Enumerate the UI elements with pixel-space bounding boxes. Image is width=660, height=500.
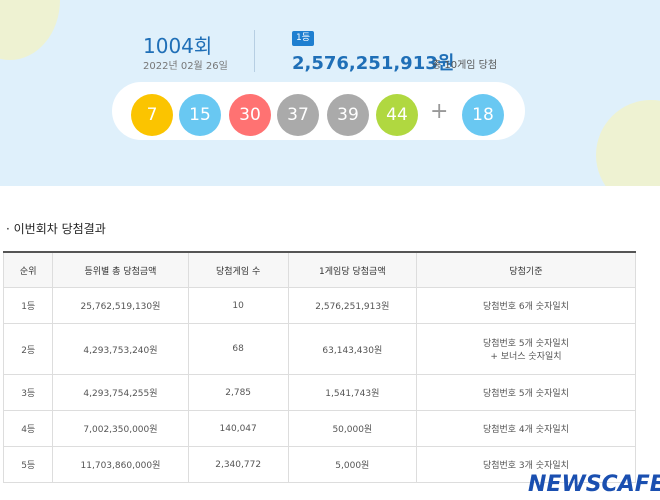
- ball: 39: [327, 94, 369, 136]
- cell-rank: 5등: [2, 446, 54, 483]
- prize: 2,576,251,913원: [292, 53, 455, 74]
- decoration: [0, 0, 60, 60]
- cell-criteria: 당첨번호 5개 숫자일치 + 보너스 숫자일치: [415, 323, 637, 375]
- round: 1004회: [143, 34, 213, 58]
- cell-total: 11,703,860,000원: [52, 446, 189, 483]
- criteria-line: 당첨번호 6개 숫자일치: [482, 302, 569, 312]
- rank-badge: 1등: [292, 31, 314, 46]
- cell-count: 2,785: [187, 374, 289, 411]
- column-header: 당첨게임 수: [187, 251, 289, 288]
- cell-criteria: 당첨번호 6개 숫자일치: [415, 287, 637, 324]
- column-header: 1게임당 당첨금액: [287, 251, 417, 288]
- divider: [254, 30, 255, 72]
- cell-rank: 2등: [2, 323, 54, 375]
- results-table: 순위 등위별 총 당첨금액 당첨게임 수 1게임당 당첨금액 당첨기준 1등 25,762…: [2, 251, 637, 483]
- cell-count: 68: [187, 323, 289, 375]
- cell-total: 4,293,753,240원: [52, 323, 189, 375]
- cell-count: 2,340,772: [187, 446, 289, 483]
- cell-per-game: 50,000원: [287, 410, 417, 447]
- plus: +: [430, 99, 449, 124]
- column-header: 당첨기준: [415, 251, 637, 288]
- table-row: 5등 11,703,860,000원 2,340,772 5,000원 당첨번호 3개 …: [2, 446, 637, 483]
- cell-per-game: 2,576,251,913원: [287, 287, 417, 324]
- cell-criteria: 당첨번호 3개 숫자일치: [415, 446, 637, 483]
- bonus-ball: 18: [462, 94, 504, 136]
- cell-total: 7,002,350,000원: [52, 410, 189, 447]
- cell-criteria: 당첨번호 4개 숫자일치: [415, 410, 637, 447]
- ball: 30: [229, 94, 271, 136]
- cell-rank: 3등: [2, 374, 54, 411]
- cell-rank: 4등: [2, 410, 54, 447]
- criteria-line: 당첨번호 3개 숫자일치: [482, 461, 569, 471]
- draw-date: 2022년 02월 26일: [143, 61, 228, 72]
- cell-total: 4,293,754,255원: [52, 374, 189, 411]
- cell-total: 25,762,519,130원: [52, 287, 189, 324]
- ball: 37: [277, 94, 319, 136]
- criteria-line: 당첨번호 5개 숫자일치: [482, 339, 569, 349]
- section-title: · 이번회차 당첨결과: [6, 222, 106, 236]
- cell-count: 10: [187, 287, 289, 324]
- column-header: 등위별 총 당첨금액: [52, 251, 189, 288]
- cell-criteria: 당첨번호 5개 숫자일치: [415, 374, 637, 411]
- header-row: 순위 등위별 총 당첨금액 당첨게임 수 1게임당 당첨금액 당첨기준: [2, 251, 637, 288]
- cell-per-game: 5,000원: [287, 446, 417, 483]
- decoration: [596, 100, 660, 186]
- table-row: 4등 7,002,350,000원 140,047 50,000원 당첨번호 4개 숫자…: [2, 410, 637, 447]
- ball: 15: [179, 94, 221, 136]
- cell-rank: 1등: [2, 287, 54, 324]
- table-row: 2등 4,293,753,240원 68 63,143,430원 당첨번호 5개 숫자일…: [2, 323, 637, 375]
- cell-count: 140,047: [187, 410, 289, 447]
- table-body: 1등 25,762,519,130원 10 2,576,251,913원 당첨번호 6개…: [2, 287, 637, 483]
- cell-per-game: 63,143,430원: [287, 323, 417, 375]
- column-header: 순위: [2, 251, 54, 288]
- cell-per-game: 1,541,743원: [287, 374, 417, 411]
- table-row: 3등 4,293,754,255원 2,785 1,541,743원 당첨번호 5개 숫…: [2, 374, 637, 411]
- ball: 44: [376, 94, 418, 136]
- criteria-line: + 보너스 숫자일치: [490, 352, 562, 362]
- ball: 7: [131, 94, 173, 136]
- watermark: NEWSCAFE: [528, 472, 660, 497]
- winners: 총 10게임 당첨: [432, 60, 498, 71]
- criteria-line: 당첨번호 5개 숫자일치: [482, 389, 569, 399]
- table-row: 1등 25,762,519,130원 10 2,576,251,913원 당첨번호 6개…: [2, 287, 637, 324]
- criteria-line: 당첨번호 4개 숫자일치: [482, 425, 569, 435]
